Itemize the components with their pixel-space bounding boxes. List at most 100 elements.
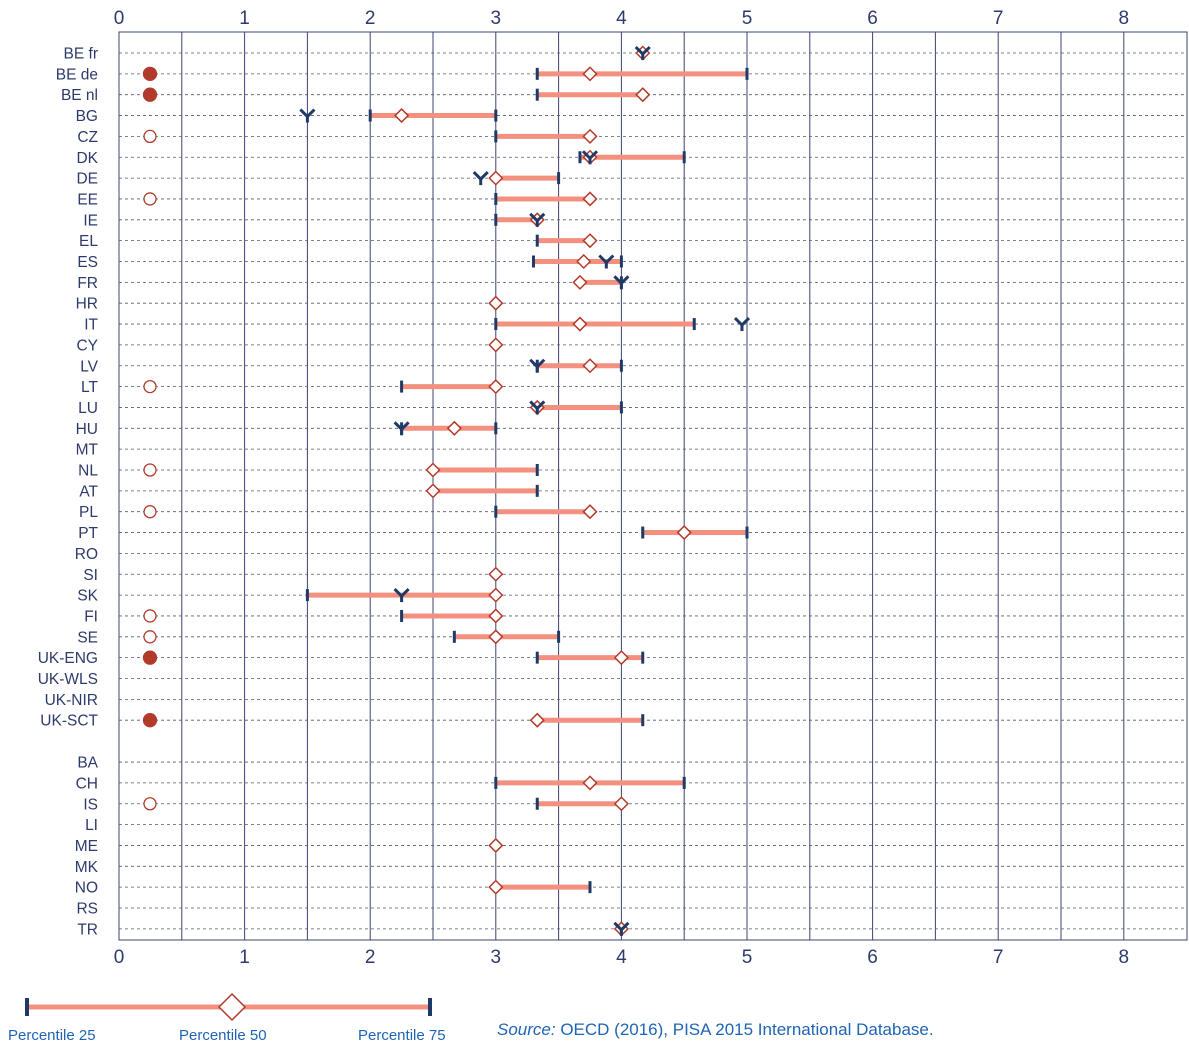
x-tick-label-top: 8 bbox=[1119, 8, 1130, 29]
category-label: UK-WLS bbox=[38, 671, 98, 688]
x-axis-top: 0 1 2 3 4 5 6 7 8 bbox=[114, 8, 1129, 29]
category-label: SK bbox=[77, 588, 98, 605]
category-label: NL bbox=[78, 463, 98, 480]
category-labels: BE fr BE de BE nl BG CZ DK DE EE IE EL ES FR HR IT CY L… bbox=[38, 46, 99, 939]
x-tick-label-bottom: 3 bbox=[491, 947, 502, 968]
category-label: TR bbox=[77, 921, 98, 938]
mean-mark bbox=[529, 212, 546, 227]
category-label: FI bbox=[84, 608, 98, 625]
median-diamond bbox=[425, 483, 441, 499]
category-label: UK-ENG bbox=[38, 650, 98, 667]
median-diamond bbox=[488, 587, 504, 603]
source-prefix: Source: bbox=[497, 1020, 556, 1039]
median-diamond bbox=[488, 879, 504, 895]
median-diamond bbox=[488, 608, 504, 624]
category-label: DK bbox=[76, 150, 98, 167]
category-label: BE de bbox=[56, 66, 98, 83]
category-label: SE bbox=[77, 629, 98, 646]
x-tick-label-top: 3 bbox=[491, 8, 502, 29]
category-label: MK bbox=[75, 859, 99, 876]
grid bbox=[118, 31, 1188, 941]
category-label: PT bbox=[78, 525, 98, 542]
category-label: EL bbox=[79, 233, 98, 250]
median-diamond bbox=[446, 420, 462, 436]
open-dot bbox=[143, 463, 157, 477]
x-tick-label-top: 0 bbox=[114, 8, 125, 29]
category-label: MT bbox=[76, 442, 99, 459]
x-tick-label-bottom: 0 bbox=[114, 947, 125, 968]
category-label: UK-NIR bbox=[45, 692, 98, 709]
category-label: IS bbox=[83, 796, 98, 813]
median-diamond bbox=[613, 650, 629, 666]
open-dot bbox=[143, 797, 157, 811]
category-label: HR bbox=[76, 296, 98, 313]
source-note: Source: OECD (2016), PISA 2015 Internati… bbox=[497, 1020, 934, 1040]
median-diamond bbox=[488, 629, 504, 645]
category-label: DE bbox=[76, 171, 98, 188]
x-tick-label-bottom: 4 bbox=[616, 947, 627, 968]
median-diamond bbox=[488, 379, 504, 395]
category-label: ES bbox=[77, 254, 98, 271]
filled-dot bbox=[142, 650, 158, 665]
legend-p50-label: Percentile 50 bbox=[179, 1027, 267, 1044]
x-tick-label-top: 5 bbox=[742, 8, 753, 29]
mean-mark bbox=[393, 588, 410, 603]
mean-mark bbox=[634, 45, 651, 60]
legend-graphic bbox=[25, 992, 432, 1022]
median-diamond bbox=[488, 566, 504, 582]
median-diamond bbox=[582, 128, 598, 144]
open-dot bbox=[143, 192, 157, 206]
median-diamond bbox=[425, 462, 441, 478]
category-label: EE bbox=[77, 191, 98, 208]
plot-frame bbox=[118, 31, 1188, 941]
category-label: BE nl bbox=[61, 87, 98, 104]
mean-mark bbox=[581, 150, 599, 165]
filled-dot bbox=[142, 87, 158, 102]
x-tick-label-bottom: 7 bbox=[993, 947, 1004, 968]
mean-mark bbox=[472, 171, 489, 186]
open-dot bbox=[143, 379, 157, 394]
category-label: AT bbox=[79, 483, 98, 500]
median-diamond bbox=[676, 524, 692, 541]
median-diamond bbox=[488, 170, 504, 186]
source-text: OECD (2016), PISA 2015 International Dat… bbox=[555, 1020, 934, 1039]
mean-mark bbox=[613, 275, 630, 290]
category-label: HU bbox=[76, 421, 98, 438]
median-diamond bbox=[394, 107, 410, 124]
median-diamond bbox=[613, 796, 629, 812]
median-diamond bbox=[582, 775, 598, 791]
mean-mark bbox=[598, 254, 615, 269]
category-label: BA bbox=[77, 755, 98, 772]
category-label: NO bbox=[75, 880, 98, 897]
mean-mark bbox=[733, 316, 751, 332]
category-label: IT bbox=[84, 317, 98, 334]
open-dot bbox=[143, 505, 157, 519]
mean-mark bbox=[529, 358, 546, 373]
category-label: LT bbox=[81, 379, 98, 396]
data-marks bbox=[142, 45, 751, 937]
mean-mark bbox=[529, 400, 546, 415]
median-diamond bbox=[582, 358, 598, 374]
median-diamond bbox=[488, 337, 504, 353]
category-label: BE fr bbox=[64, 46, 98, 63]
x-tick-label-bottom: 5 bbox=[742, 947, 753, 968]
median-diamond bbox=[572, 316, 588, 332]
category-label: UK-SCT bbox=[40, 713, 98, 730]
category-label: FR bbox=[77, 275, 98, 292]
category-label: RS bbox=[76, 901, 98, 918]
x-tick-label-top: 7 bbox=[993, 8, 1004, 29]
median-diamond bbox=[576, 253, 592, 270]
category-label: CY bbox=[76, 337, 98, 354]
category-label: LI bbox=[85, 817, 98, 834]
filled-dot bbox=[142, 713, 158, 728]
mean-mark bbox=[613, 921, 630, 936]
category-label: BG bbox=[76, 108, 98, 125]
x-tick-label-bottom: 2 bbox=[365, 947, 376, 968]
x-tick-label-top: 1 bbox=[239, 8, 250, 29]
median-diamond bbox=[582, 191, 598, 207]
x-axis-bottom: 0 1 2 3 4 5 6 7 8 bbox=[114, 947, 1129, 968]
x-tick-label-top: 6 bbox=[867, 8, 878, 29]
x-tick-label-top: 4 bbox=[616, 8, 627, 29]
category-label: PL bbox=[79, 504, 98, 521]
